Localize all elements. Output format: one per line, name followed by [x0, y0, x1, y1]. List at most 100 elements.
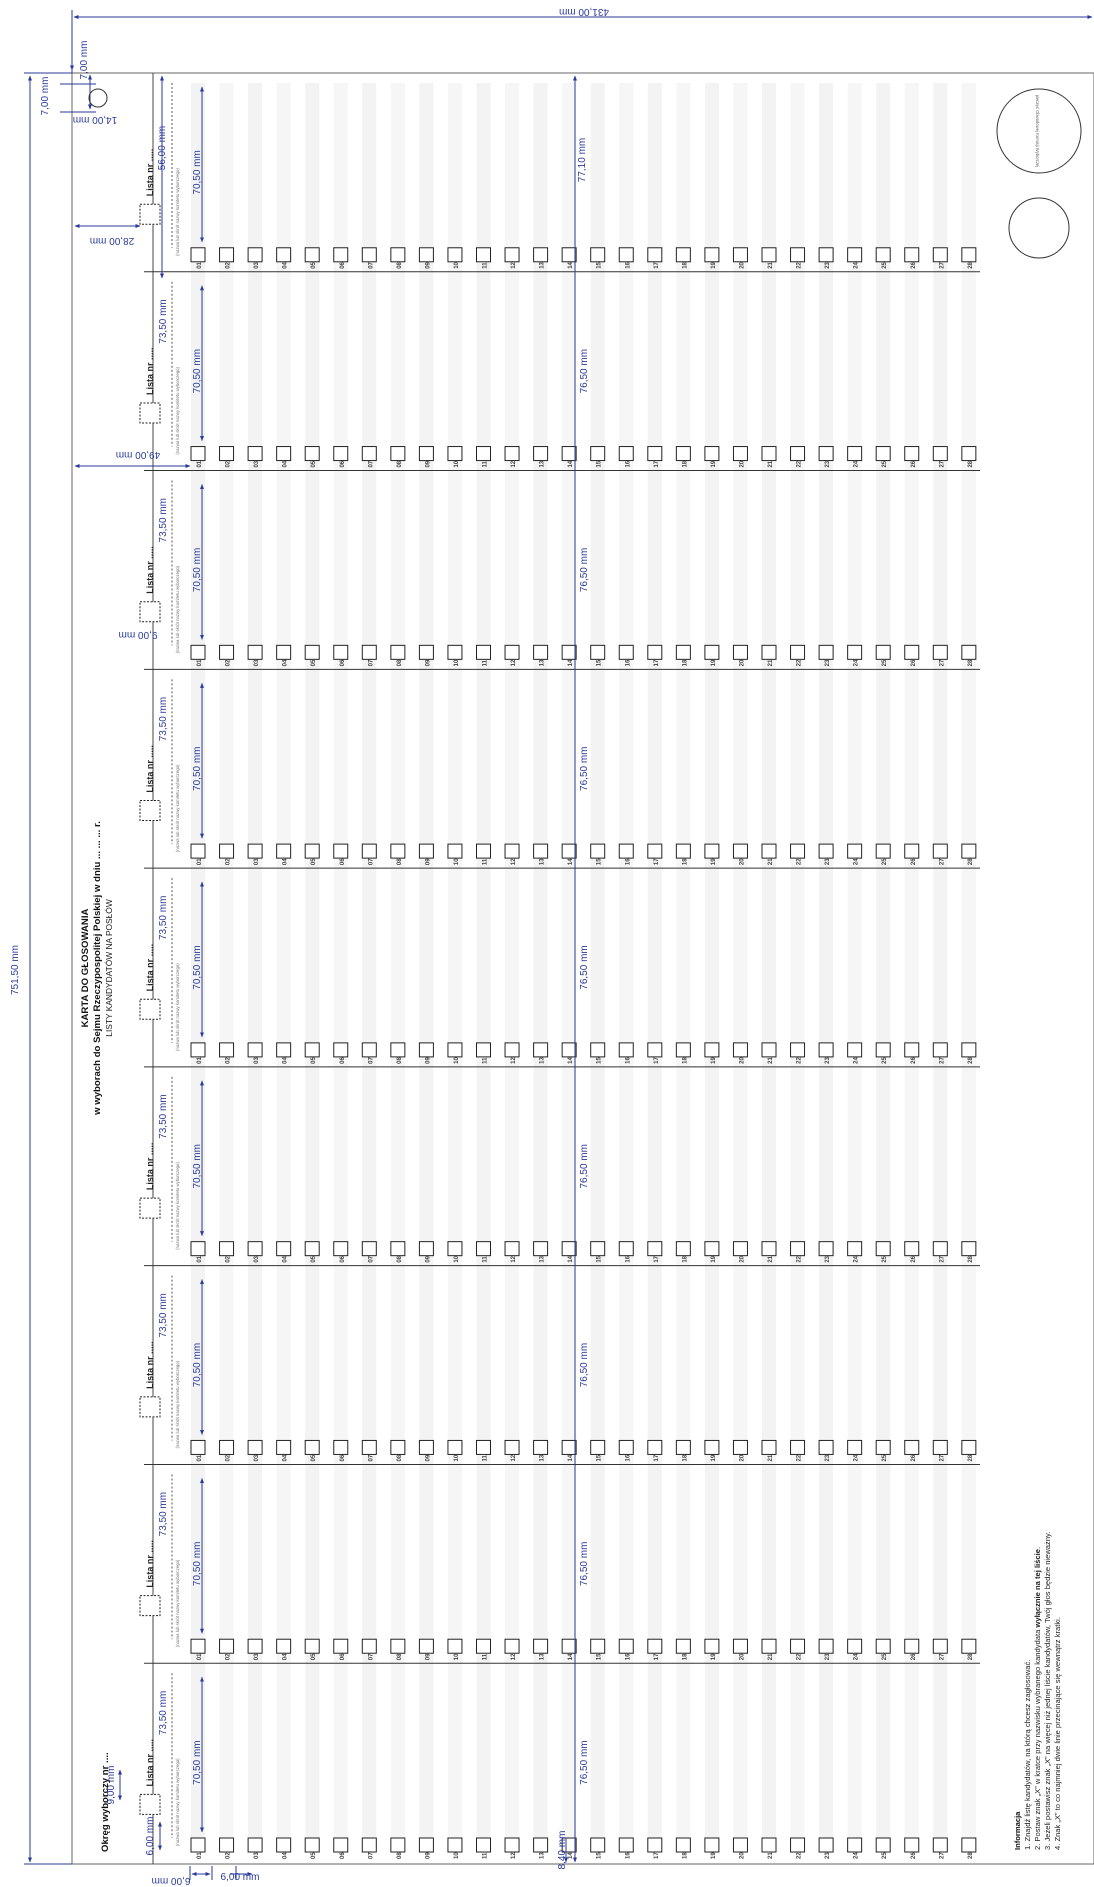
candidate-checkbox[interactable]	[533, 1837, 549, 1853]
candidate-checkbox[interactable]	[675, 1439, 691, 1455]
candidate-checkbox[interactable]	[961, 843, 977, 859]
candidate-checkbox[interactable]	[932, 446, 948, 462]
candidate-checkbox[interactable]	[561, 1241, 577, 1257]
candidate-checkbox[interactable]	[504, 644, 520, 660]
candidate-checkbox[interactable]	[247, 247, 263, 263]
candidate-checkbox[interactable]	[904, 1241, 920, 1257]
candidate-checkbox[interactable]	[333, 446, 349, 462]
candidate-checkbox[interactable]	[561, 843, 577, 859]
candidate-checkbox[interactable]	[533, 1638, 549, 1654]
candidate-checkbox[interactable]	[647, 1837, 663, 1853]
candidate-checkbox[interactable]	[561, 644, 577, 660]
candidate-checkbox[interactable]	[875, 1837, 891, 1853]
candidate-checkbox[interactable]	[790, 1837, 806, 1853]
candidate-checkbox[interactable]	[647, 247, 663, 263]
candidate-checkbox[interactable]	[647, 644, 663, 660]
candidate-checkbox[interactable]	[247, 1042, 263, 1058]
candidate-checkbox[interactable]	[704, 1837, 720, 1853]
candidate-checkbox[interactable]	[219, 843, 235, 859]
candidate-checkbox[interactable]	[704, 446, 720, 462]
list-checkbox[interactable]	[139, 203, 161, 225]
candidate-checkbox[interactable]	[533, 446, 549, 462]
candidate-checkbox[interactable]	[304, 1042, 320, 1058]
candidate-checkbox[interactable]	[590, 247, 606, 263]
candidate-checkbox[interactable]	[932, 1042, 948, 1058]
candidate-checkbox[interactable]	[333, 1837, 349, 1853]
list-checkbox[interactable]	[139, 402, 161, 424]
candidate-checkbox[interactable]	[561, 1042, 577, 1058]
candidate-checkbox[interactable]	[418, 1837, 434, 1853]
candidate-checkbox[interactable]	[961, 1042, 977, 1058]
candidate-checkbox[interactable]	[904, 1837, 920, 1853]
candidate-checkbox[interactable]	[847, 1241, 863, 1257]
candidate-checkbox[interactable]	[361, 1439, 377, 1455]
candidate-checkbox[interactable]	[219, 1042, 235, 1058]
candidate-checkbox[interactable]	[476, 446, 491, 462]
candidate-checkbox[interactable]	[618, 1439, 634, 1455]
candidate-checkbox[interactable]	[190, 843, 206, 859]
candidate-checkbox[interactable]	[590, 1241, 606, 1257]
candidate-checkbox[interactable]	[618, 644, 634, 660]
candidate-checkbox[interactable]	[476, 1837, 491, 1853]
candidate-checkbox[interactable]	[732, 1638, 748, 1654]
candidate-checkbox[interactable]	[818, 644, 834, 660]
candidate-checkbox[interactable]	[618, 1042, 634, 1058]
candidate-checkbox[interactable]	[704, 1638, 720, 1654]
candidate-checkbox[interactable]	[932, 1638, 948, 1654]
list-checkbox[interactable]	[139, 1793, 161, 1815]
candidate-checkbox[interactable]	[904, 247, 920, 263]
candidate-checkbox[interactable]	[647, 1638, 663, 1654]
candidate-checkbox[interactable]	[818, 1241, 834, 1257]
candidate-checkbox[interactable]	[790, 644, 806, 660]
candidate-checkbox[interactable]	[761, 1241, 777, 1257]
candidate-checkbox[interactable]	[447, 644, 463, 660]
candidate-checkbox[interactable]	[533, 1241, 549, 1257]
candidate-checkbox[interactable]	[847, 644, 863, 660]
candidate-checkbox[interactable]	[476, 1241, 491, 1257]
candidate-checkbox[interactable]	[276, 1042, 292, 1058]
candidate-checkbox[interactable]	[276, 843, 292, 859]
candidate-checkbox[interactable]	[504, 1241, 520, 1257]
candidate-checkbox[interactable]	[504, 1837, 520, 1853]
candidate-checkbox[interactable]	[333, 1439, 349, 1455]
candidate-checkbox[interactable]	[875, 1439, 891, 1455]
candidate-checkbox[interactable]	[647, 843, 663, 859]
candidate-checkbox[interactable]	[732, 1042, 748, 1058]
candidate-checkbox[interactable]	[761, 446, 777, 462]
candidate-checkbox[interactable]	[276, 1241, 292, 1257]
candidate-checkbox[interactable]	[390, 1638, 406, 1654]
candidate-checkbox[interactable]	[276, 1638, 292, 1654]
candidate-checkbox[interactable]	[533, 247, 549, 263]
candidate-checkbox[interactable]	[533, 843, 549, 859]
candidate-checkbox[interactable]	[561, 1439, 577, 1455]
candidate-checkbox[interactable]	[732, 1241, 748, 1257]
candidate-checkbox[interactable]	[219, 1241, 235, 1257]
candidate-checkbox[interactable]	[847, 446, 863, 462]
candidate-checkbox[interactable]	[333, 644, 349, 660]
candidate-checkbox[interactable]	[847, 247, 863, 263]
candidate-checkbox[interactable]	[447, 1439, 463, 1455]
candidate-checkbox[interactable]	[418, 843, 434, 859]
candidate-checkbox[interactable]	[390, 1837, 406, 1853]
candidate-checkbox[interactable]	[932, 843, 948, 859]
candidate-checkbox[interactable]	[875, 1638, 891, 1654]
candidate-checkbox[interactable]	[190, 1638, 206, 1654]
candidate-checkbox[interactable]	[219, 446, 235, 462]
candidate-checkbox[interactable]	[418, 446, 434, 462]
candidate-checkbox[interactable]	[190, 247, 206, 263]
candidate-checkbox[interactable]	[276, 446, 292, 462]
candidate-checkbox[interactable]	[276, 247, 292, 263]
candidate-checkbox[interactable]	[361, 1042, 377, 1058]
candidate-checkbox[interactable]	[590, 446, 606, 462]
candidate-checkbox[interactable]	[875, 1042, 891, 1058]
candidate-checkbox[interactable]	[704, 1042, 720, 1058]
list-checkbox[interactable]	[139, 1197, 161, 1219]
candidate-checkbox[interactable]	[304, 247, 320, 263]
candidate-checkbox[interactable]	[190, 1837, 206, 1853]
candidate-checkbox[interactable]	[219, 1439, 235, 1455]
candidate-checkbox[interactable]	[790, 1241, 806, 1257]
candidate-checkbox[interactable]	[476, 1439, 491, 1455]
candidate-checkbox[interactable]	[533, 644, 549, 660]
candidate-checkbox[interactable]	[276, 644, 292, 660]
candidate-checkbox[interactable]	[790, 446, 806, 462]
